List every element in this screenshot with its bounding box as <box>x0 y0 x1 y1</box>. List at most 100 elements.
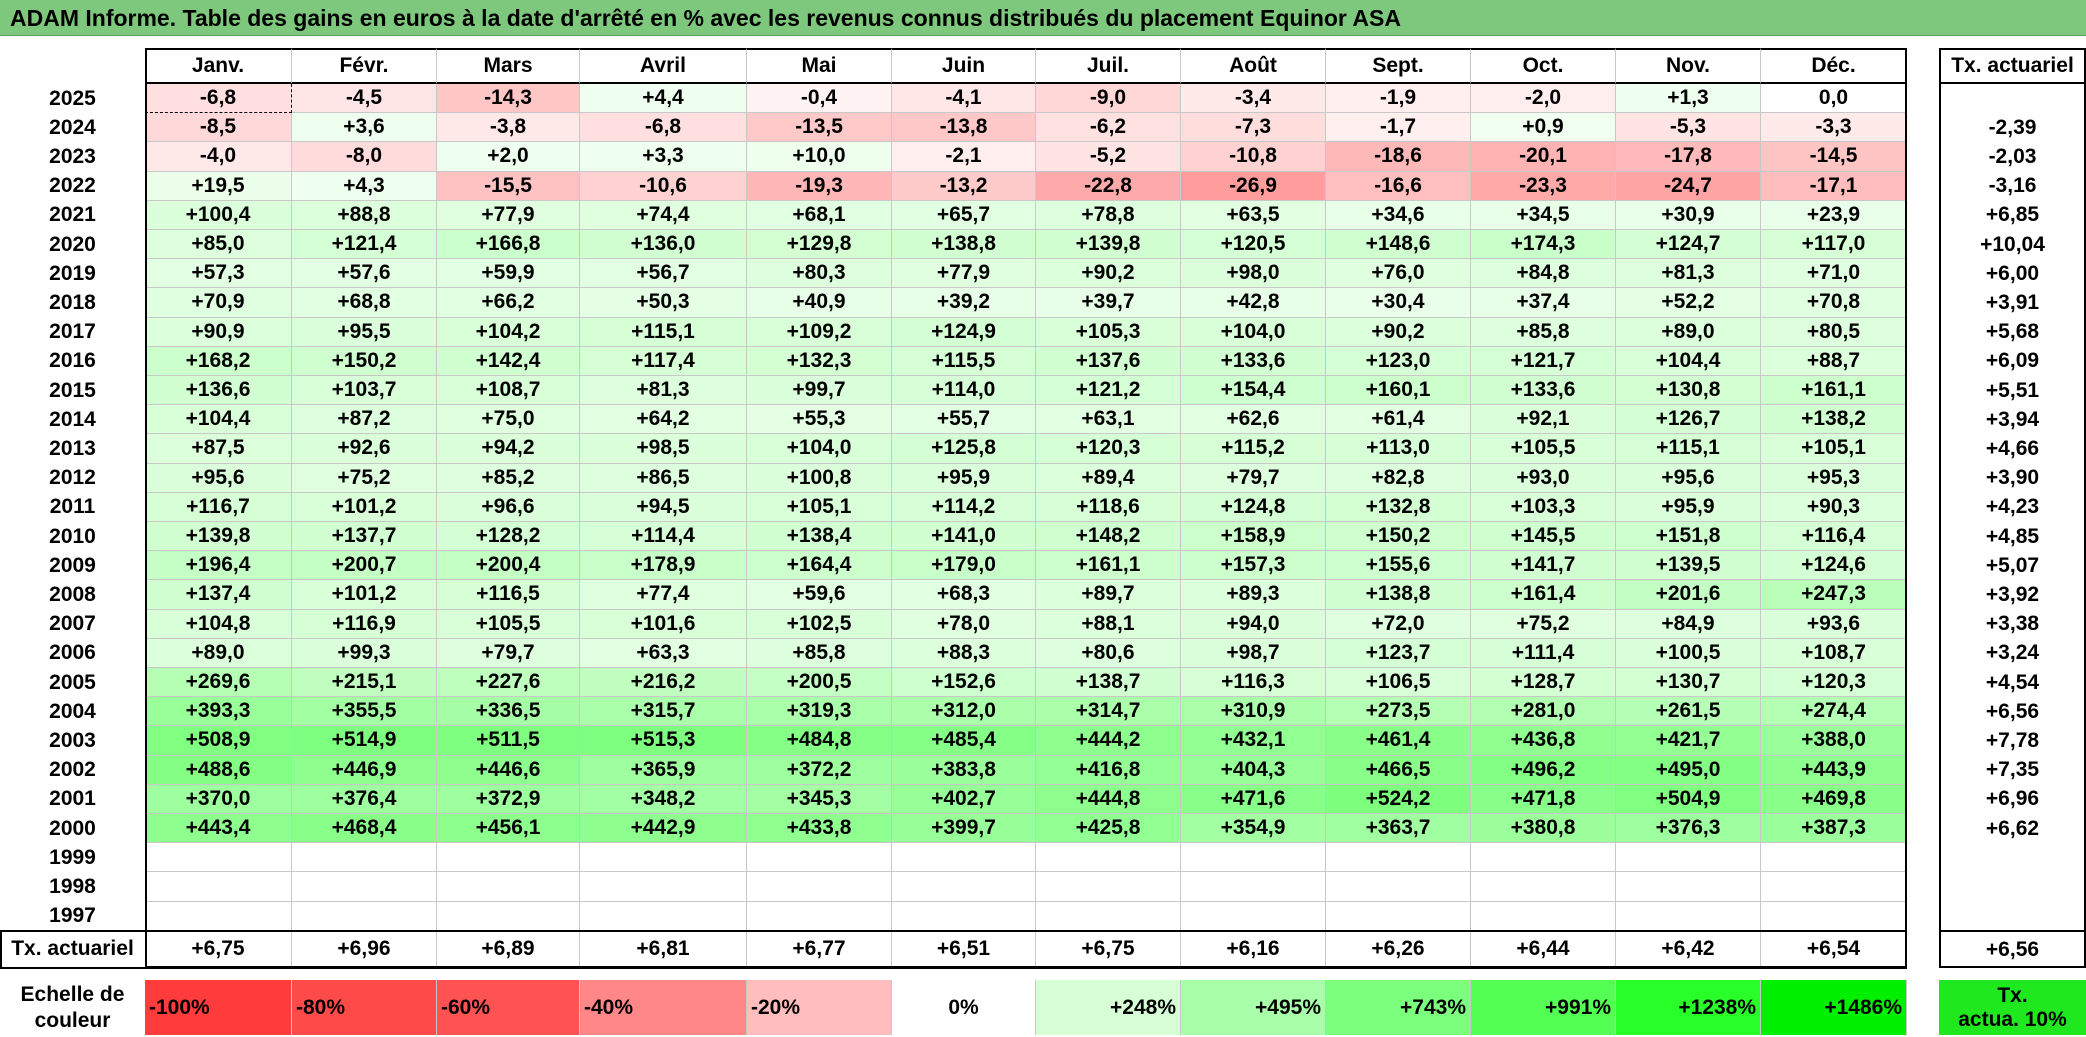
table-cell: 0,0 <box>1761 84 1907 114</box>
table-cell: +124,6 <box>1761 551 1907 581</box>
table-cell: +138,8 <box>1326 580 1471 610</box>
table-cell: +443,9 <box>1761 755 1907 785</box>
table-cell: +485,4 <box>892 726 1036 756</box>
table-cell: +161,1 <box>1761 376 1907 406</box>
tx-cell: +3,94 <box>1939 405 2086 435</box>
table-cell: +116,7 <box>145 492 292 522</box>
table-cell <box>1036 843 1181 873</box>
table-cell: +157,3 <box>1181 551 1326 581</box>
table-cell: +84,9 <box>1616 609 1761 639</box>
table-cell: +68,8 <box>292 288 437 318</box>
table-cell: +104,4 <box>1616 346 1761 376</box>
summary-cell: +6,44 <box>1471 930 1616 968</box>
year-label: 1997 <box>49 904 96 928</box>
table-cell: +363,7 <box>1326 814 1471 844</box>
table-cell: +201,6 <box>1616 580 1761 610</box>
table-cell: +37,4 <box>1471 288 1616 318</box>
table-cell: +446,6 <box>437 755 580 785</box>
table-cell: +393,3 <box>145 697 292 727</box>
table-cell: -3,3 <box>1761 113 1907 143</box>
table-cell: -13,8 <box>892 113 1036 143</box>
summary-cell: +6,75 <box>145 930 292 968</box>
legend-swatch: -20% <box>747 980 892 1035</box>
table-cell: -7,3 <box>1181 113 1326 143</box>
table-cell: -13,5 <box>747 113 892 143</box>
table-cell: +103,7 <box>292 376 437 406</box>
table-cell: +104,4 <box>145 405 292 435</box>
table-cell: +365,9 <box>580 755 747 785</box>
table-cell: +137,6 <box>1036 346 1181 376</box>
table-cell: +372,9 <box>437 784 580 814</box>
table-cell: +77,9 <box>437 200 580 230</box>
year-label: 2019 <box>49 261 96 285</box>
table-cell: +3,3 <box>580 142 747 172</box>
table-cell: +65,7 <box>892 200 1036 230</box>
legend-tx-line2: actua. 10% <box>1958 1007 2067 1031</box>
table-cell: +30,4 <box>1326 288 1471 318</box>
table-cell: -8,0 <box>292 142 437 172</box>
legend-swatch: 0% <box>892 980 1036 1035</box>
table-cell <box>145 843 292 873</box>
table-cell: -6,2 <box>1036 113 1181 143</box>
table-cell: +93,0 <box>1471 463 1616 493</box>
table-cell: +39,7 <box>1036 288 1181 318</box>
table-cell: +116,9 <box>292 609 437 639</box>
table-cell: -17,8 <box>1616 142 1761 172</box>
table-cell <box>747 872 892 902</box>
table-cell: +63,1 <box>1036 405 1181 435</box>
summary-cell: +6,89 <box>437 930 580 968</box>
table-cell: -5,3 <box>1616 113 1761 143</box>
table-cell: +104,2 <box>437 317 580 347</box>
tx-cell: +4,66 <box>1939 434 2086 464</box>
table-cell: +126,7 <box>1616 405 1761 435</box>
legend-swatch: -100% <box>145 980 292 1035</box>
summary-cell: +6,42 <box>1616 930 1761 968</box>
table-cell: +90,2 <box>1326 317 1471 347</box>
table-cell: +150,2 <box>292 346 437 376</box>
table-cell: +30,9 <box>1616 200 1761 230</box>
table-cell: +142,4 <box>437 346 580 376</box>
legend-label-line1: Echelle de <box>20 982 125 1006</box>
table-cell: +89,4 <box>1036 463 1181 493</box>
table-cell: -18,6 <box>1326 142 1471 172</box>
table-cell: +81,3 <box>1616 259 1761 289</box>
table-cell: +120,5 <box>1181 230 1326 260</box>
table-cell: +34,6 <box>1326 200 1471 230</box>
year-label: 2002 <box>49 758 96 782</box>
table-cell: +19,5 <box>145 171 292 201</box>
table-cell: +109,2 <box>747 317 892 347</box>
table-cell: +442,9 <box>580 814 747 844</box>
table-cell: +200,4 <box>437 551 580 581</box>
table-cell: +114,2 <box>892 492 1036 522</box>
year-label: 2000 <box>49 816 96 840</box>
table-cell: +57,3 <box>145 259 292 289</box>
year-label: 2020 <box>49 232 96 256</box>
table-cell: +387,3 <box>1761 814 1907 844</box>
summary-cell: +6,96 <box>292 930 437 968</box>
table-cell: -22,8 <box>1036 171 1181 201</box>
table-cell: +215,1 <box>292 668 437 698</box>
table-cell: +70,9 <box>145 288 292 318</box>
table-cell: +106,5 <box>1326 668 1471 698</box>
table-cell: +468,4 <box>292 814 437 844</box>
table-cell: +137,7 <box>292 522 437 552</box>
page-title: ADAM Informe. Table des gains en euros à… <box>0 0 2086 36</box>
table-cell <box>437 843 580 873</box>
table-cell: -20,1 <box>1471 142 1616 172</box>
table-cell <box>892 843 1036 873</box>
summary-cell: +6,77 <box>747 930 892 968</box>
table-cell: +456,1 <box>437 814 580 844</box>
legend-swatch: -60% <box>437 980 580 1035</box>
table-cell: +10,0 <box>747 142 892 172</box>
table-cell: +174,3 <box>1471 230 1616 260</box>
table-cell <box>1471 843 1616 873</box>
year-label: 2021 <box>49 203 96 227</box>
year-label: 2022 <box>49 174 96 198</box>
year-label: 2013 <box>49 436 96 460</box>
table-cell: +136,0 <box>580 230 747 260</box>
table-cell: -1,9 <box>1326 84 1471 114</box>
table-cell: +461,4 <box>1326 726 1471 756</box>
table-cell: +87,5 <box>145 434 292 464</box>
table-cell: +75,2 <box>292 463 437 493</box>
table-cell: +150,2 <box>1326 522 1471 552</box>
